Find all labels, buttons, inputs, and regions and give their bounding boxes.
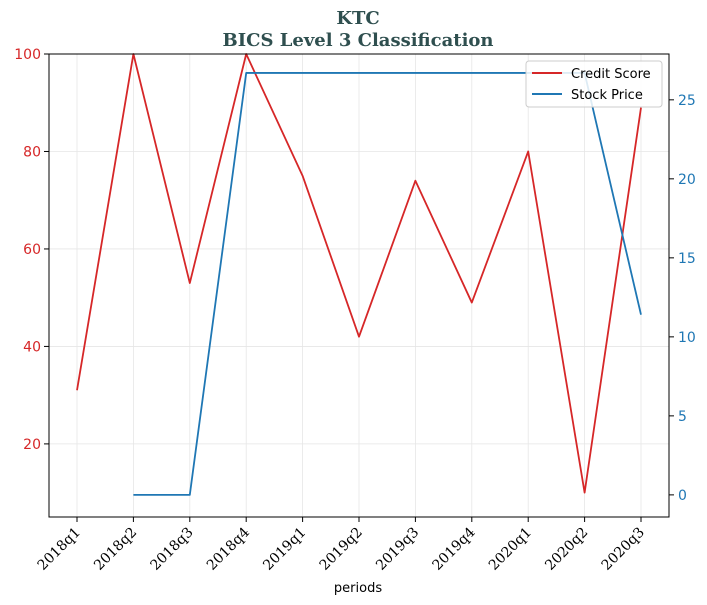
chart-subtitle: BICS Level 3 Classification [222, 30, 493, 51]
x-axis-label: periods [334, 581, 382, 596]
right-tick-label: 5 [678, 409, 687, 425]
x-tick-label: 2020q1 [486, 525, 535, 574]
left-tick-label: 60 [23, 242, 41, 258]
chart-title: KTC [336, 8, 379, 29]
left-tick-label: 80 [23, 144, 41, 160]
legend-label-credit-score: Credit Score [571, 67, 651, 82]
right-tick-label: 20 [678, 172, 696, 188]
left-tick-label: 20 [23, 437, 41, 453]
right-tick-label: 25 [678, 93, 696, 109]
x-tick-label: 2018q3 [147, 525, 196, 574]
legend: Credit Score Stock Price [525, 60, 663, 108]
x-tick-label: 2018q2 [91, 525, 140, 574]
x-tick-label: 2019q1 [260, 525, 309, 574]
right-tick-label: 0 [678, 488, 687, 504]
series-line-credit-score [76, 53, 642, 494]
right-tick-label: 15 [678, 251, 696, 267]
x-tick-label: 2019q4 [429, 524, 478, 573]
grid [49, 53, 669, 517]
left-tick-label: 40 [23, 339, 41, 355]
right-axis: 0 5 10 15 20 25 [669, 93, 696, 504]
series-line-stock-price [133, 72, 642, 496]
x-tick-label: 2019q3 [373, 525, 422, 574]
x-tick-label: 2018q1 [35, 525, 84, 574]
x-tick-label: 2020q2 [542, 525, 591, 574]
x-tick-label: 2018q4 [204, 524, 253, 573]
x-tick-label: 2019q2 [317, 525, 366, 574]
x-tick-label: 2020q3 [599, 525, 648, 574]
left-axis: 20 40 60 80 100 [14, 47, 49, 453]
x-axis: 2018q1 2018q2 2018q3 2018q4 2019q1 2019q2 2019… [35, 517, 648, 574]
legend-label-stock-price: Stock Price [571, 88, 643, 103]
left-tick-label: 100 [14, 47, 41, 63]
right-tick-label: 10 [678, 330, 696, 346]
